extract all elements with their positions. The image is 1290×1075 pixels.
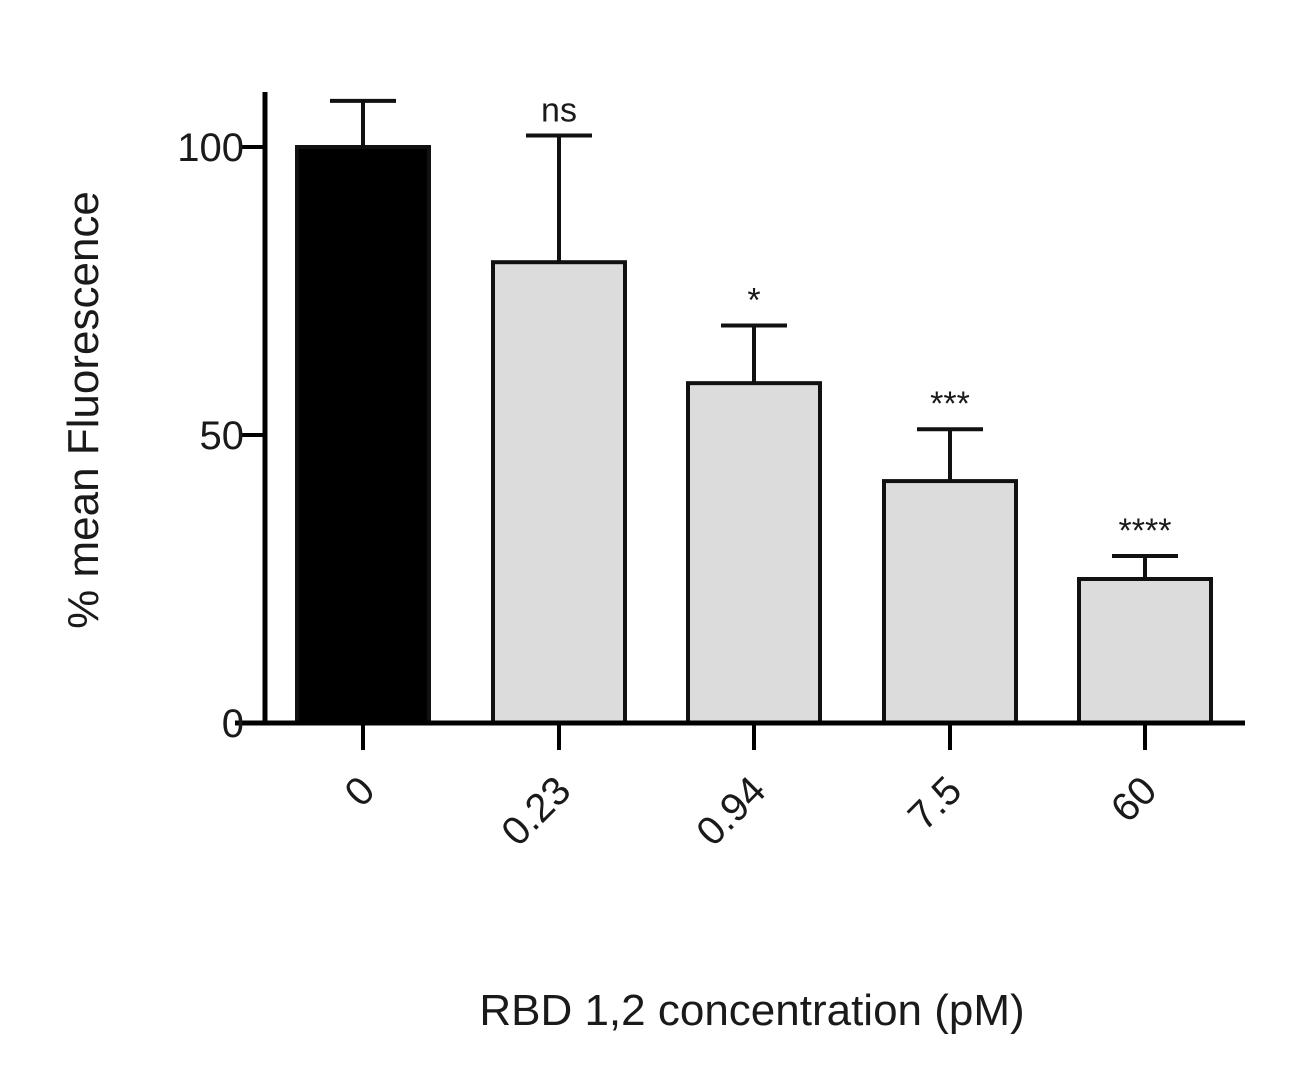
- y-ticks-layer: 0 50 100: [177, 126, 265, 746]
- x-tick-label-0: 0: [337, 768, 384, 815]
- bar-2: [686, 381, 822, 725]
- significance-label-1: ns: [541, 91, 577, 129]
- axes-layer: [235, 92, 1245, 726]
- y-tick-label-1: 50: [200, 414, 245, 458]
- significance-label-2: *: [747, 282, 760, 320]
- x-tick-label-4: 60: [1103, 768, 1166, 831]
- x-tick-label-3: 7.5: [900, 768, 970, 838]
- x-ticks-layer: 0 0.23 0.94 7.5 60: [337, 723, 1166, 854]
- x-tick-label-2: 0.94: [688, 768, 774, 854]
- y-tick-label-2: 100: [177, 126, 244, 170]
- significance-label-3: ***: [930, 385, 970, 423]
- significance-labels-layer: ns********: [541, 91, 1171, 549]
- bar-3: [882, 479, 1018, 725]
- bar-1: [491, 260, 627, 725]
- bar-4: [1077, 577, 1213, 725]
- y-axis-title: % mean Fluorescence: [59, 191, 108, 629]
- significance-label-4: ****: [1119, 512, 1172, 550]
- x-axis-title: RBD 1,2 concentration (pM): [479, 986, 1024, 1035]
- error-bars-layer: [330, 98, 1178, 579]
- y-tick-label-0: 0: [222, 702, 244, 746]
- x-tick-label-1: 0.23: [493, 768, 579, 854]
- bar-0: [295, 145, 431, 725]
- bars-layer: [295, 145, 1213, 725]
